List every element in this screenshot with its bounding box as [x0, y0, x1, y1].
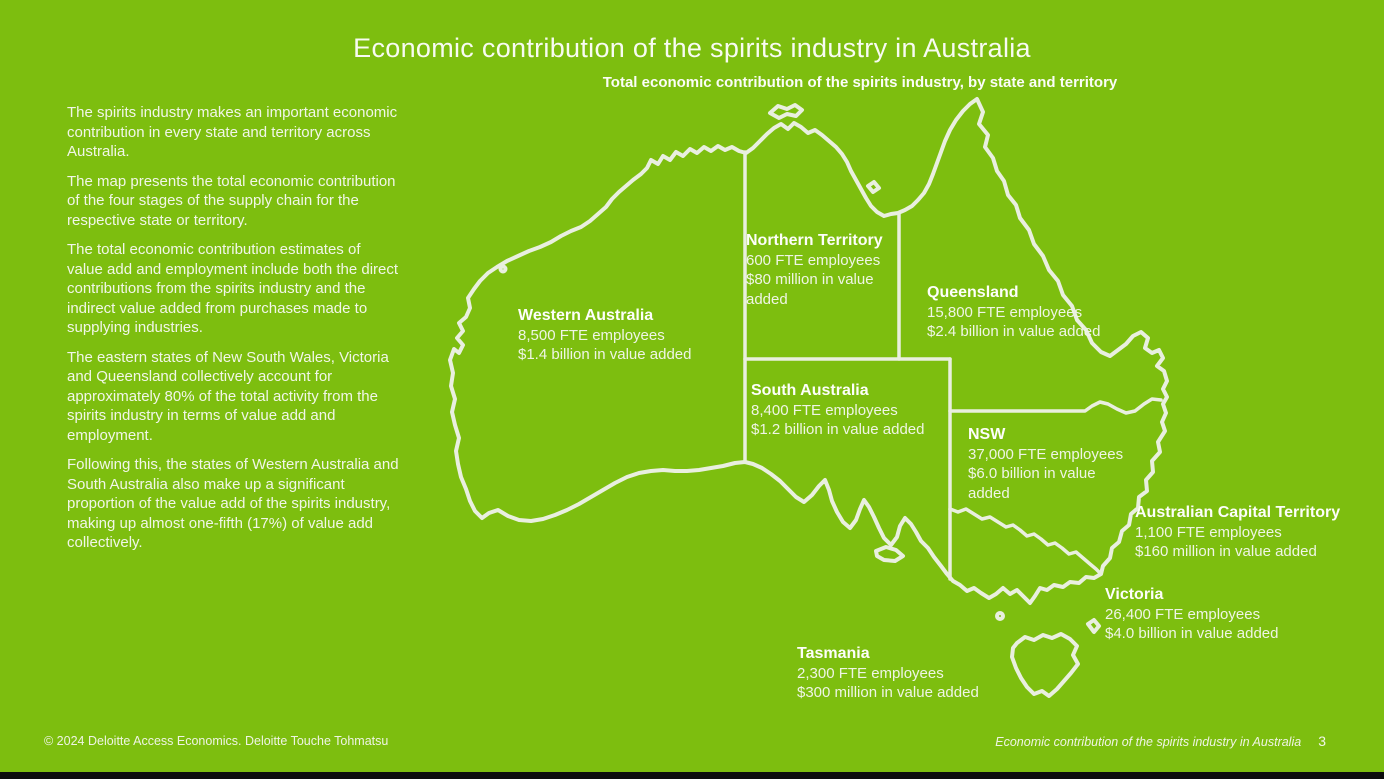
- region-employees: 8,500 FTE employees: [518, 326, 665, 344]
- footer-doc-title: Economic contribution of the spirits ind…: [995, 735, 1302, 749]
- bottom-bar: [0, 772, 1384, 779]
- tasmania-outline: [1010, 632, 1080, 698]
- region-employees: 600 FTE employees: [746, 251, 881, 269]
- intro-paragraph: Following this, the states of Western Au…: [67, 456, 399, 551]
- region-employees: 26,400 FTE employees: [1105, 605, 1261, 623]
- melville-island: [768, 103, 804, 120]
- region-name: South Australia: [751, 382, 869, 399]
- region-label-tasmania: Tasmania 2,300 FTE employees $300 millio…: [797, 644, 1017, 703]
- copyright-text: © 2024 Deloitte Access Economics. Deloit…: [44, 734, 389, 748]
- intro-paragraph: The map presents the total economic cont…: [67, 172, 396, 229]
- page-number: 3: [1318, 733, 1326, 749]
- region-value: $1.2 billion in value added: [751, 421, 925, 438]
- kangaroo-island: [874, 545, 905, 563]
- region-label-act: Australian Capital Territory 1,100 FTE e…: [1135, 503, 1375, 562]
- region-label-western-australia: Western Australia 8,500 FTE employees $1…: [518, 306, 738, 365]
- intro-paragraph: The total economic contribution estimate…: [67, 241, 399, 336]
- intro-text-block: The spirits industry makes an important …: [67, 103, 399, 563]
- region-value: $6.0 billion in value added: [968, 465, 1096, 502]
- region-label-south-australia: South Australia 8,400 FTE employees $1.2…: [751, 381, 971, 440]
- region-name: Australian Capital Territory: [1135, 504, 1341, 521]
- flinders-island: [1086, 618, 1101, 634]
- region-name: Western Australia: [518, 307, 654, 324]
- region-employees: 1,100 FTE employees: [1135, 523, 1282, 541]
- groote-eylandt: [866, 180, 881, 194]
- map-title: Total economic contribution of the spiri…: [602, 74, 1118, 91]
- region-label-northern-territory: Northern Territory 600 FTE employees $80…: [746, 231, 898, 309]
- region-name: Tasmania: [797, 645, 870, 662]
- footer-right: Economic contribution of the spirits ind…: [995, 733, 1326, 749]
- region-value: $80 million in value added: [746, 271, 874, 308]
- region-value: $2.4 billion in value added: [927, 323, 1101, 340]
- border-nsw-vic: [948, 507, 1103, 576]
- page-title: Economic contribution of the spirits ind…: [353, 33, 1031, 63]
- region-name: Victoria: [1105, 586, 1164, 603]
- intro-paragraph: The eastern states of New South Wales, V…: [67, 348, 389, 444]
- region-label-queensland: Queensland 15,800 FTE employees $2.4 bil…: [927, 283, 1167, 342]
- region-name: NSW: [968, 426, 1006, 443]
- region-label-victoria: Victoria 26,400 FTE employees $4.0 billi…: [1105, 585, 1325, 644]
- king-island: [995, 611, 1005, 621]
- intro-paragraph: The spirits industry makes an important …: [67, 104, 398, 160]
- region-value: $4.0 billion in value added: [1105, 625, 1279, 642]
- region-name: Northern Territory: [746, 232, 883, 249]
- border-qld-nsw: [948, 397, 1163, 415]
- region-employees: 15,800 FTE employees: [927, 303, 1083, 321]
- dirk-hartog-island: [498, 264, 508, 274]
- region-value: $160 million in value added: [1135, 543, 1317, 560]
- region-employees: 37,000 FTE employees: [968, 445, 1124, 463]
- region-value: $1.4 billion in value added: [518, 346, 692, 363]
- region-employees: 2,300 FTE employees: [797, 664, 944, 682]
- region-value: $300 million in value added: [797, 684, 979, 701]
- region-employees: 8,400 FTE employees: [751, 401, 898, 419]
- region-name: Queensland: [927, 284, 1019, 301]
- region-label-nsw: NSW 37,000 FTE employees $6.0 billion in…: [968, 425, 1126, 503]
